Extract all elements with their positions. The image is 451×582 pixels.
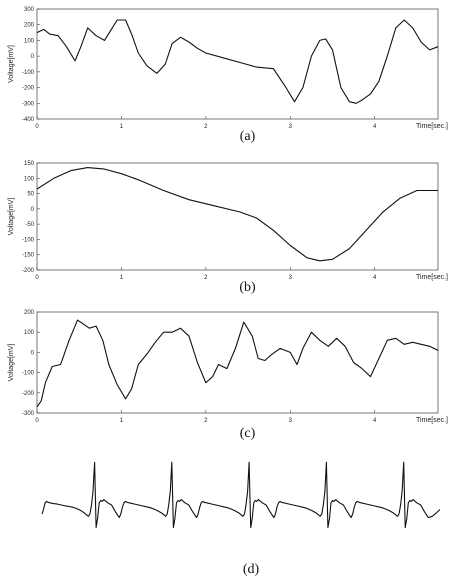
y-tick-label: 100: [24, 330, 35, 336]
y-tick-label: 300: [24, 7, 35, 13]
y-tick-label: 50: [27, 192, 34, 198]
panel-label: (a): [240, 129, 256, 144]
y-tick-label: 200: [24, 310, 35, 316]
panel-4: (d): [41, 461, 441, 577]
x-axis-label: Time[sec.]: [416, 274, 448, 281]
x-tick-label: 4: [373, 418, 377, 424]
series-line: [36, 19, 439, 104]
plot-frame: [36, 8, 439, 120]
y-tick-label: 150: [24, 161, 35, 167]
panel-3: -300 -200 -100 0 100 200 0 1 2 3 4 Time[sec.] Voltag…: [8, 310, 448, 441]
y-tick-label: 0: [31, 207, 35, 213]
x-tick-label: 0: [35, 275, 39, 281]
series-line: [36, 167, 438, 262]
y-axis-label: Voltage[mV]: [8, 45, 15, 83]
y-tick-label: -200: [22, 86, 35, 92]
x-tick-label: 2: [204, 275, 208, 281]
y-tick-label: -100: [22, 70, 35, 76]
y-tick-label: 0: [31, 350, 35, 356]
y-tick-label: -200: [22, 268, 35, 274]
x-tick-label: 2: [204, 418, 208, 424]
x-axis-label: Time[sec.]: [416, 417, 448, 424]
y-tick-label: -150: [22, 253, 35, 259]
x-tick-label: 1: [120, 124, 124, 130]
x-tick-label: 1: [120, 275, 124, 281]
x-tick-label: 3: [289, 275, 293, 281]
y-tick-label: -100: [22, 371, 35, 377]
y-tick-label: -400: [22, 117, 35, 123]
y-tick-label: 0: [31, 54, 35, 60]
y-axis-label: Voltage[mV]: [8, 344, 15, 382]
panel-2: -200 -150 -100 -50 0 50 100 150 0 1 2 3 4 Time[sec.] V…: [8, 161, 448, 295]
panel-label: (d): [243, 562, 260, 577]
x-tick-label: 2: [204, 124, 208, 130]
plot-frame: [36, 162, 439, 271]
y-tick-label: -300: [22, 411, 35, 417]
plot-frame: [36, 311, 439, 414]
series-line: [36, 319, 439, 408]
x-tick-label: 0: [35, 418, 39, 424]
y-tick-label: -50: [25, 222, 34, 228]
panel-label: (c): [240, 426, 256, 441]
panel-label: (b): [239, 280, 256, 295]
x-tick-label: 0: [35, 124, 39, 130]
y-tick-label: -300: [22, 101, 35, 107]
y-tick-label: 100: [24, 176, 35, 182]
y-tick-label: -100: [22, 237, 35, 243]
panel-1: -400 -300 -200 -100 0 100 200 300 0 1 2 3 4 Time[sec.…: [8, 7, 448, 144]
y-tick-label: 100: [24, 38, 35, 44]
y-tick-label: -200: [22, 391, 35, 397]
x-axis-label: Time[sec.]: [416, 123, 448, 130]
x-tick-label: 1: [120, 418, 124, 424]
series-line: [41, 461, 441, 529]
y-tick-label: 200: [24, 23, 35, 29]
x-tick-label: 4: [373, 275, 377, 281]
x-tick-label: 3: [289, 418, 293, 424]
x-tick-label: 3: [289, 124, 293, 130]
x-tick-label: 4: [373, 124, 377, 130]
y-axis-label: Voltage[mV]: [8, 198, 15, 236]
